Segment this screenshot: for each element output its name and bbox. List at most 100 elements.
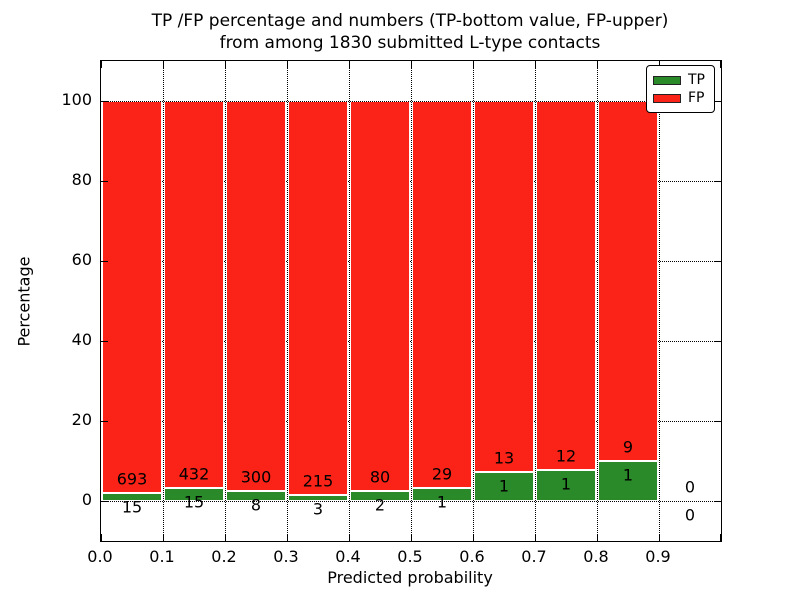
gridline-horizontal bbox=[101, 501, 721, 502]
plot-area: 693 15 432 15 300 8 215 3 80 2 29 1 13 1 12 1 9 1 0 0 bbox=[100, 60, 722, 542]
bar-segment-tp bbox=[288, 495, 348, 501]
x-axis-label: Predicted probability bbox=[327, 568, 493, 587]
tp-count-label: 1 bbox=[498, 476, 510, 496]
y-tick-label: 40 bbox=[71, 330, 92, 349]
gridline-horizontal bbox=[101, 341, 721, 342]
bar-segment-fp bbox=[474, 101, 534, 473]
x-tick-mark bbox=[720, 61, 721, 68]
fp-count-label: 0 bbox=[684, 477, 696, 497]
x-tick-mark bbox=[473, 61, 474, 68]
x-tick-mark bbox=[597, 61, 598, 68]
x-tick-label: 0.1 bbox=[149, 547, 175, 566]
y-tick-mark bbox=[101, 421, 108, 422]
y-tick-label: 0 bbox=[81, 490, 92, 509]
x-tick-mark bbox=[473, 534, 474, 541]
fp-count-label: 29 bbox=[431, 464, 453, 484]
y-tick-label: 60 bbox=[71, 250, 92, 269]
x-tick-mark bbox=[535, 61, 536, 68]
gridline-vertical bbox=[225, 61, 226, 541]
legend: TP FP bbox=[646, 65, 715, 113]
x-tick-label: 0.7 bbox=[521, 547, 547, 566]
x-tick-mark bbox=[535, 534, 536, 541]
bar-segment-fp bbox=[288, 101, 348, 496]
bar-segment-fp bbox=[102, 101, 162, 493]
x-tick-mark bbox=[659, 61, 660, 68]
fp-count-label: 300 bbox=[240, 467, 272, 487]
legend-label-tp: TP bbox=[688, 72, 705, 88]
fp-count-label: 80 bbox=[369, 467, 391, 487]
chart-title: TP /FP percentage and numbers (TP-bottom… bbox=[100, 10, 720, 54]
y-tick-label: 100 bbox=[61, 90, 92, 109]
x-tick-label: 0.0 bbox=[87, 547, 113, 566]
tp-count-label: 15 bbox=[121, 497, 143, 517]
y-tick-mark bbox=[714, 261, 721, 262]
bar-segment-fp bbox=[412, 101, 472, 488]
y-tick-mark bbox=[101, 341, 108, 342]
y-tick-mark bbox=[714, 421, 721, 422]
x-tick-mark bbox=[411, 534, 412, 541]
gridline-horizontal bbox=[101, 101, 721, 102]
x-tick-label: 0.4 bbox=[335, 547, 361, 566]
x-tick-mark bbox=[101, 61, 102, 68]
legend-row-tp: TP bbox=[653, 72, 708, 88]
gridline-vertical bbox=[659, 61, 660, 541]
fp-count-label: 215 bbox=[302, 471, 334, 491]
bar-segment-tp bbox=[226, 490, 286, 501]
x-tick-label: 0.8 bbox=[583, 547, 609, 566]
y-tick-mark bbox=[714, 181, 721, 182]
x-tick-mark bbox=[163, 534, 164, 541]
chart-title-line2: from among 1830 submitted L-type contact… bbox=[219, 33, 601, 53]
bar-segment-tp bbox=[474, 472, 534, 501]
bar-segment-tp bbox=[164, 487, 224, 501]
y-tick-mark bbox=[714, 101, 721, 102]
tp-count-label: 1 bbox=[622, 465, 634, 485]
legend-label-fp: FP bbox=[688, 90, 705, 106]
y-tick-mark bbox=[101, 261, 108, 262]
x-tick-label: 0.5 bbox=[397, 547, 423, 566]
x-tick-label: 0.9 bbox=[645, 547, 671, 566]
gridline-horizontal bbox=[101, 261, 721, 262]
fp-count-label: 693 bbox=[116, 469, 148, 489]
bar-segment-tp bbox=[598, 461, 658, 501]
x-tick-mark bbox=[101, 534, 102, 541]
x-tick-mark bbox=[720, 534, 721, 541]
y-tick-mark bbox=[101, 181, 108, 182]
bar-segment-tp bbox=[102, 492, 162, 501]
x-tick-mark bbox=[225, 61, 226, 68]
bar-segment-fp bbox=[226, 101, 286, 491]
x-tick-mark bbox=[659, 534, 660, 541]
x-tick-mark bbox=[349, 534, 350, 541]
y-tick-label: 80 bbox=[71, 170, 92, 189]
tp-count-label: 0 bbox=[684, 505, 696, 525]
x-tick-mark bbox=[287, 534, 288, 541]
x-tick-mark bbox=[225, 534, 226, 541]
chart-title-line1: TP /FP percentage and numbers (TP-bottom… bbox=[151, 11, 669, 31]
tp-count-label: 15 bbox=[183, 492, 205, 512]
tp-count-label: 3 bbox=[312, 499, 324, 519]
gridline-vertical bbox=[597, 61, 598, 541]
y-tick-mark bbox=[101, 101, 108, 102]
bar-segment-fp bbox=[536, 101, 596, 471]
x-tick-mark bbox=[597, 534, 598, 541]
y-tick-label: 20 bbox=[71, 410, 92, 429]
fp-count-label: 432 bbox=[178, 464, 210, 484]
x-tick-label: 0.2 bbox=[211, 547, 237, 566]
tp-swatch-icon bbox=[653, 75, 681, 85]
legend-row-fp: FP bbox=[653, 90, 708, 106]
bar-segment-fp bbox=[350, 101, 410, 492]
x-tick-mark bbox=[163, 61, 164, 68]
x-tick-mark bbox=[287, 61, 288, 68]
tp-count-label: 8 bbox=[250, 495, 262, 515]
fp-count-label: 9 bbox=[622, 437, 634, 457]
tp-count-label: 1 bbox=[436, 492, 448, 512]
bar-segment-tp bbox=[536, 470, 596, 501]
x-tick-mark bbox=[411, 61, 412, 68]
bar-segment-tp bbox=[412, 487, 472, 501]
y-tick-mark bbox=[714, 341, 721, 342]
gridline-horizontal bbox=[101, 421, 721, 422]
gridline-vertical bbox=[535, 61, 536, 541]
y-tick-mark bbox=[101, 501, 108, 502]
gridline-vertical bbox=[349, 61, 350, 541]
y-axis-label: Percentage bbox=[14, 256, 34, 347]
